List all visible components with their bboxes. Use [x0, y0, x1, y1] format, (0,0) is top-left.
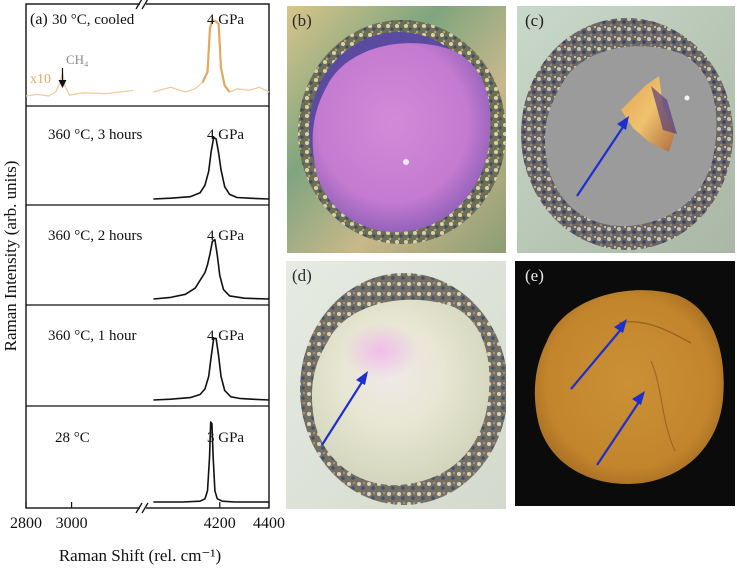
pressure-label-4: 4 GPa	[207, 328, 244, 344]
arrow-head-e2	[632, 391, 645, 405]
panel-c-image	[517, 6, 735, 253]
spectrum-label-5: 28 °C	[55, 430, 90, 446]
arrow-line-e1	[570, 326, 624, 390]
spectrum-line-3	[153, 238, 270, 300]
spectrum-line-2	[153, 136, 270, 200]
axis-break-mark	[135, 502, 143, 514]
x-tick-label: 3000	[56, 515, 88, 532]
panel-label-b: (b)	[292, 11, 312, 30]
arrow-line-e2	[596, 398, 642, 466]
micrograph-panel-d: (d)	[286, 261, 506, 509]
pressure-label-2: 4 GPa	[207, 127, 244, 143]
pressure-label-1: 4 GPa	[207, 12, 244, 28]
panel-d-image	[286, 261, 506, 509]
spectrum-line-5	[153, 421, 269, 503]
arrow-head-c	[617, 116, 629, 130]
spectrum-label-1: 30 °C, cooled	[52, 12, 135, 28]
micrograph-panel-e: (e)	[515, 261, 735, 506]
panel-label-c: (c)	[525, 11, 544, 30]
arrow-head-d	[356, 371, 368, 385]
arrow-line-d	[321, 378, 365, 446]
ch4-arrow	[58, 80, 67, 88]
panel-b-image	[287, 6, 506, 253]
panel-label-d: (d)	[292, 266, 312, 285]
micrograph-panel-b: (b)	[287, 6, 506, 253]
panel-e-image	[515, 261, 735, 506]
x-axis-label: Raman Shift (rel. cm⁻¹)	[59, 546, 221, 565]
panel-label-e: (e)	[525, 266, 544, 285]
arrow-line-c	[576, 123, 626, 197]
arrow-head-e1	[614, 319, 627, 333]
scale-factor-label: x10	[30, 72, 51, 87]
pressure-label-3: 4 GPa	[207, 228, 244, 244]
spectrum-label-4: 360 °C, 1 hour	[48, 328, 137, 344]
y-axis-label: Raman Intensity (arb. units)	[1, 161, 20, 352]
x-tick-label: 2800	[10, 515, 42, 532]
panel-label-a: (a)	[30, 11, 48, 28]
plot-frame	[25, 3, 270, 509]
spectrum-peak-1	[201, 18, 231, 93]
pressure-label-5: 3 GPa	[207, 430, 244, 446]
spectrum-label-2: 360 °C, 3 hours	[48, 127, 142, 143]
axis-break-mark	[141, 502, 149, 514]
axis-break-mark	[141, 0, 149, 10]
x-tick-label: 4400	[253, 515, 285, 532]
micrograph-panel-c: (c)	[517, 6, 735, 253]
x-tick-label: 4200	[204, 515, 236, 532]
axis-break-mark	[135, 0, 143, 10]
spectrum-label-3: 360 °C, 2 hours	[48, 228, 142, 244]
ch4-label: CH₄	[66, 52, 89, 67]
spectrum-line-4	[153, 337, 270, 401]
